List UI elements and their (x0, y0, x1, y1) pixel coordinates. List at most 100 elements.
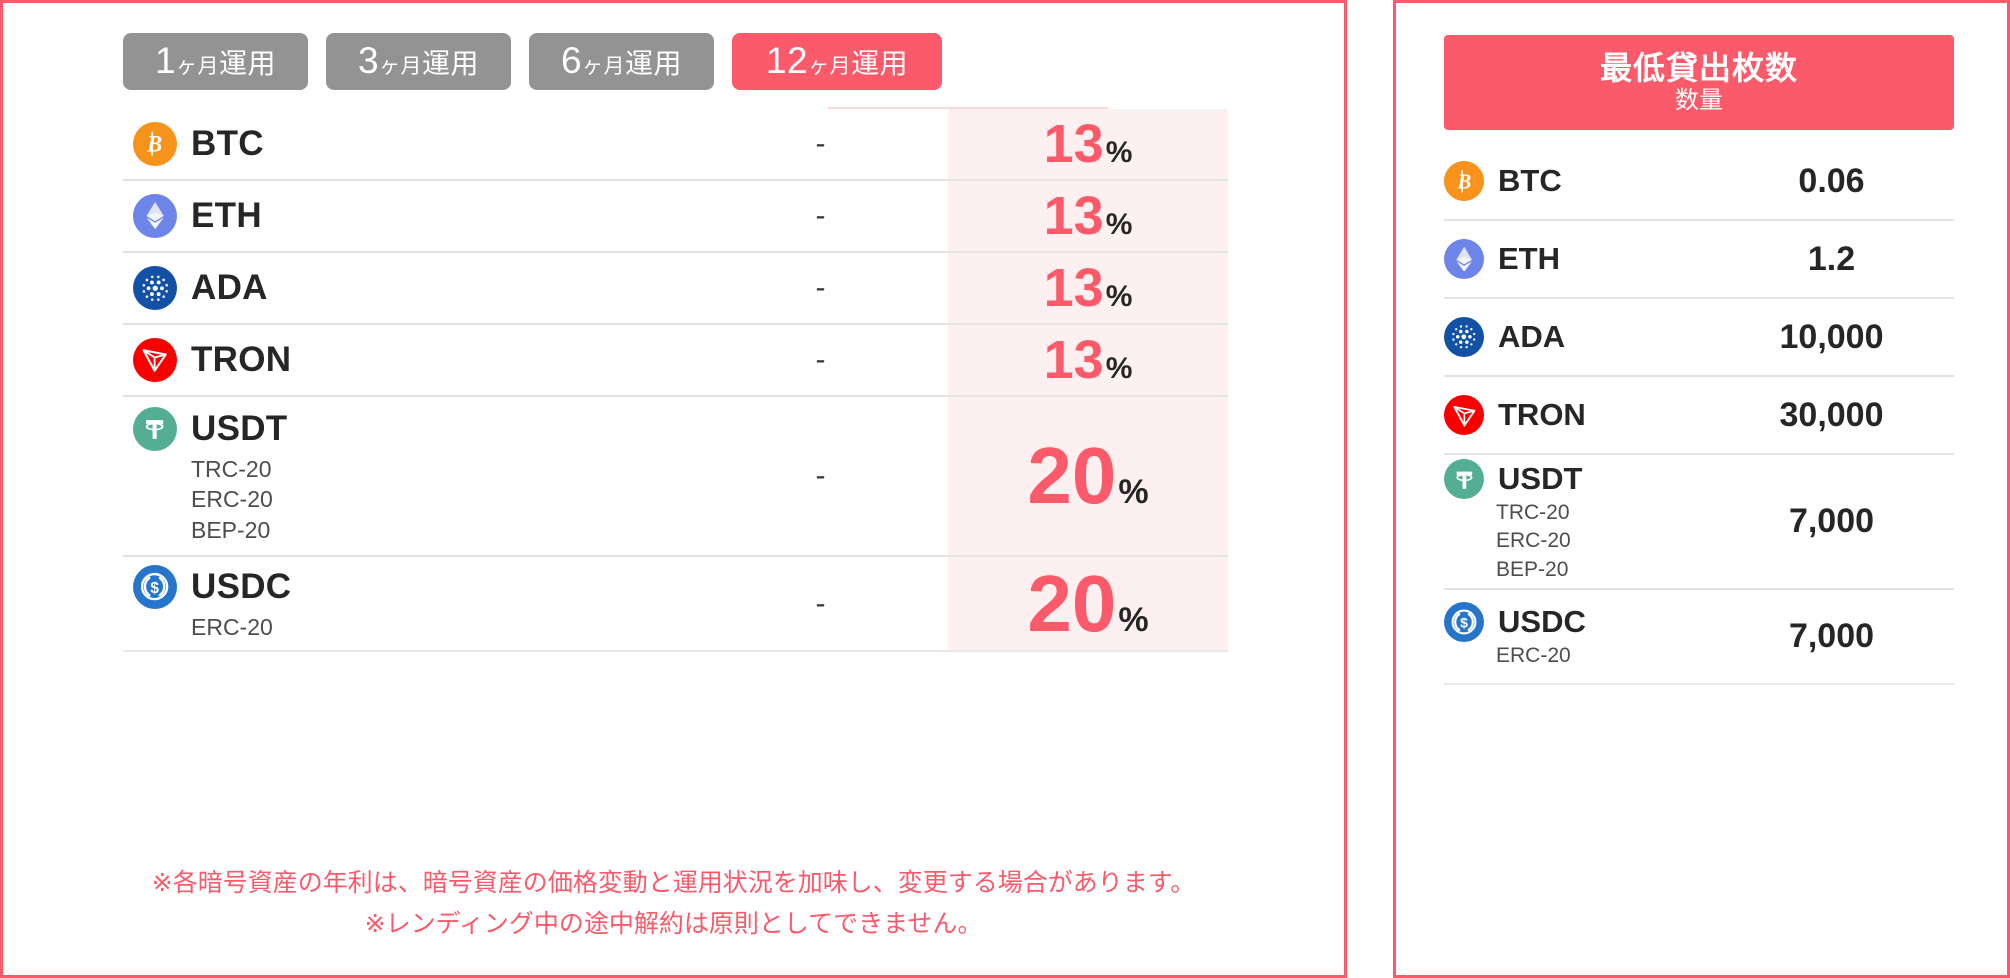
coin-name: USDT (1498, 460, 1583, 496)
tab-term-label: 運用 (625, 48, 683, 79)
minimum-lending-table: B BTC 0.06 ETH 1.2 ADA 10,000 TRON 30,000 USDT TRC… (1444, 143, 1954, 685)
coin-cell: ADA (1444, 299, 1709, 375)
coin-name: TRON (1498, 397, 1586, 432)
tron-icon (1444, 395, 1484, 435)
tab-term-6-month[interactable]: 6 ヶ月 運用 (529, 33, 714, 90)
coin-name: ETH (191, 196, 262, 235)
rate-empty-cell: - (815, 199, 826, 232)
tab-unit: ヶ月 (176, 55, 220, 78)
chain-item: ERC-20 (191, 486, 273, 513)
coin-cell: TRON (123, 325, 693, 395)
minimum-lending-title: 最低貸出枚数 (1599, 49, 1798, 86)
rate-empty-cell: - (815, 271, 826, 304)
tab-term-12-month[interactable]: 12 ヶ月 運用 (732, 33, 942, 90)
tab-number: 3 (357, 40, 380, 81)
tab-unit: ヶ月 (379, 55, 423, 78)
chain-item: ERC-20 (1496, 529, 1571, 553)
minimum-lending-subtitle: 数量 (1675, 86, 1723, 114)
table-row: $ USDC ERC-20 7,000 (1444, 590, 1954, 685)
footnote-2: ※レンディング中の途中解約は原則としてできません。 (364, 910, 983, 939)
table-row: TRON - 13% (123, 325, 1228, 397)
term-tab-bar[interactable]: 1 ヶ月 運用 3 ヶ月 運用 6 ヶ月 運用 12 ヶ月 運用 (123, 33, 942, 90)
annual-rate-panel: 1 ヶ月 運用 3 ヶ月 運用 6 ヶ月 運用 12 ヶ月 運用 B BTC -13% ETH -13% ADA… (0, 0, 1347, 978)
table-row: B BTC 0.06 (1444, 143, 1954, 221)
svg-text:B: B (1456, 171, 1471, 193)
rate-cell-12month: 20% (948, 397, 1228, 555)
footnotes: ※各暗号資産の年利は、暗号資産の価格変動と運用状況を加味し、変更する場合がありま… (3, 863, 1344, 946)
coin-cell: B BTC (1444, 143, 1709, 219)
table-row: ETH - 13% (123, 181, 1228, 253)
chain-list: TRC-20 ERC-20 BEP-20 (191, 454, 693, 546)
rate-cell-12month: 13% (948, 109, 1228, 179)
coin-name: ADA (191, 268, 268, 307)
table-row: TRON 30,000 (1444, 377, 1954, 455)
table-row: USDT TRC-20 ERC-20 BEP-20 7,000 (1444, 455, 1954, 590)
tab-term-1-month[interactable]: 1 ヶ月 運用 (123, 33, 308, 90)
coin-cell: B BTC (123, 109, 693, 179)
btc-icon: B (133, 122, 177, 166)
usdt-icon (133, 406, 177, 451)
minimum-amount-value: 0.06 (1798, 161, 1865, 200)
ada-icon (133, 266, 177, 310)
table-row: USDT TRC-20 ERC-20 BEP-20 - 20% (123, 397, 1228, 557)
rate-value: 13 (1043, 186, 1104, 246)
coin-name: USDC (191, 566, 292, 606)
minimum-amount-value: 30,000 (1779, 395, 1884, 434)
rate-empty-cell: - (815, 459, 826, 492)
chain-list: TRC-20 ERC-20 BEP-20 (1496, 499, 1709, 584)
rate-value: 13 (1043, 114, 1104, 174)
minimum-amount-value: 10,000 (1779, 317, 1884, 356)
tab-unit: ヶ月 (582, 55, 626, 78)
rate-empty-cell: - (815, 127, 826, 160)
tab-number: 12 (765, 40, 809, 81)
table-row: ADA - 13% (123, 253, 1228, 325)
chain-item: BEP-20 (1496, 557, 1569, 581)
tab-term-label: 運用 (219, 48, 277, 79)
coin-cell: USDT TRC-20 ERC-20 BEP-20 (123, 397, 693, 555)
tab-unit: ヶ月 (808, 55, 852, 78)
rate-value: 13 (1043, 258, 1104, 318)
svg-text:$: $ (151, 580, 160, 597)
coin-name: USDC (1498, 604, 1586, 640)
chain-list: ERC-20 (191, 612, 693, 643)
tab-term-label: 運用 (422, 48, 480, 79)
coin-name: ETH (1498, 241, 1560, 276)
percent-sign: % (1105, 136, 1133, 169)
tab-number: 1 (154, 40, 177, 81)
coin-cell: $ USDC ERC-20 (123, 557, 693, 650)
percent-sign: % (1105, 280, 1133, 313)
rate-cell-12month: 13% (948, 181, 1228, 251)
usdt-icon (1444, 458, 1484, 499)
rate-value: 20 (1027, 558, 1117, 648)
coin-name: BTC (1498, 163, 1562, 198)
tab-term-3-month[interactable]: 3 ヶ月 運用 (326, 33, 511, 90)
rate-cell-12month: 20% (948, 557, 1228, 650)
usdc-icon: $ (1444, 602, 1484, 643)
coin-cell: ETH (123, 181, 693, 251)
usdc-icon: $ (133, 564, 177, 609)
eth-icon (1444, 239, 1484, 279)
chain-item: TRC-20 (1496, 500, 1570, 524)
coin-name: ADA (1498, 319, 1566, 354)
percent-sign: % (1118, 473, 1149, 511)
coin-name: BTC (191, 124, 264, 163)
coin-name: TRON (191, 340, 292, 379)
table-row: ADA 10,000 (1444, 299, 1954, 377)
chain-item: BEP-20 (191, 516, 271, 543)
rate-cell-12month: 13% (948, 253, 1228, 323)
svg-text:B: B (146, 132, 162, 157)
rate-empty-cell: - (815, 343, 826, 376)
btc-icon: B (1444, 161, 1484, 201)
coin-cell: ETH (1444, 221, 1709, 297)
percent-sign: % (1105, 208, 1133, 241)
minimum-amount-value: 1.2 (1807, 239, 1856, 278)
table-row: ETH 1.2 (1444, 221, 1954, 299)
footnote-1: ※各暗号資産の年利は、暗号資産の価格変動と運用状況を加味し、変更する場合がありま… (151, 869, 1196, 897)
rate-cell-12month: 13% (948, 325, 1228, 395)
minimum-amount-value: 7,000 (1788, 617, 1875, 655)
svg-text:$: $ (1460, 615, 1468, 631)
tab-term-label: 運用 (851, 48, 909, 79)
rate-value: 13 (1043, 330, 1104, 390)
minimum-amount-value: 7,000 (1788, 502, 1875, 540)
coin-cell: ADA (123, 253, 693, 323)
